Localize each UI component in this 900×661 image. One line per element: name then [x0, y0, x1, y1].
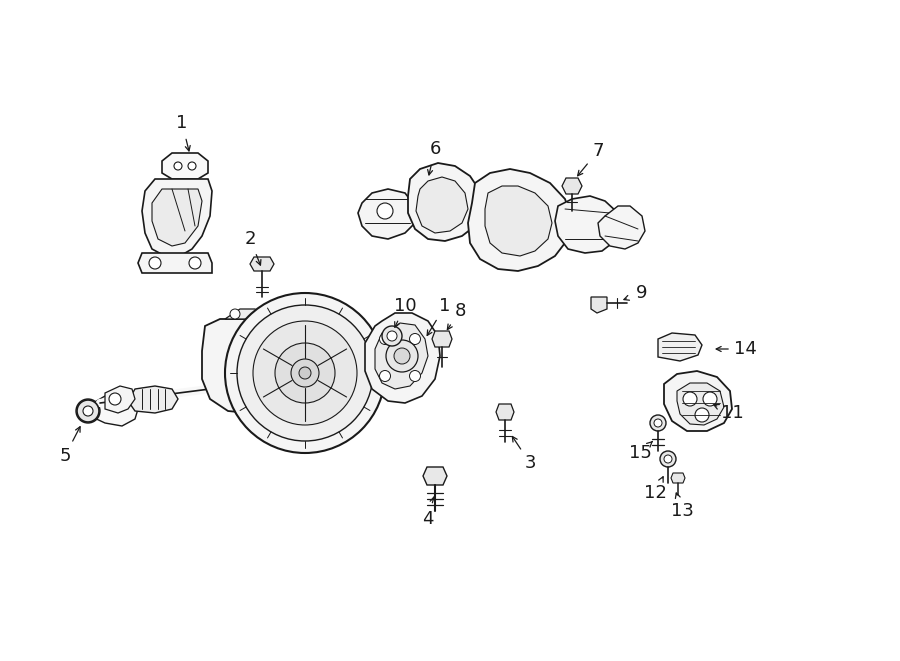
Circle shape — [82, 405, 94, 417]
Circle shape — [76, 399, 100, 423]
Text: 2: 2 — [244, 230, 256, 248]
Polygon shape — [664, 371, 732, 431]
Polygon shape — [138, 253, 212, 273]
Circle shape — [109, 393, 121, 405]
Circle shape — [83, 406, 93, 416]
Polygon shape — [562, 178, 582, 194]
Polygon shape — [142, 179, 212, 256]
Circle shape — [410, 334, 420, 344]
Polygon shape — [677, 383, 724, 425]
Polygon shape — [128, 386, 178, 413]
Text: 7: 7 — [592, 142, 604, 160]
Circle shape — [189, 257, 201, 269]
Polygon shape — [555, 196, 622, 253]
Polygon shape — [152, 189, 202, 246]
Circle shape — [230, 309, 240, 319]
Circle shape — [77, 400, 99, 422]
Polygon shape — [375, 323, 428, 389]
Polygon shape — [485, 186, 552, 256]
Circle shape — [149, 257, 161, 269]
Circle shape — [174, 162, 182, 170]
Polygon shape — [225, 309, 268, 319]
Circle shape — [654, 419, 662, 427]
Text: 5: 5 — [59, 447, 71, 465]
Polygon shape — [468, 169, 572, 271]
Polygon shape — [250, 257, 274, 271]
Polygon shape — [496, 404, 514, 420]
Text: 3: 3 — [524, 454, 536, 472]
Text: 12: 12 — [644, 484, 666, 502]
Polygon shape — [408, 163, 482, 241]
Polygon shape — [416, 177, 468, 233]
Circle shape — [695, 408, 709, 422]
Circle shape — [291, 359, 319, 387]
Text: 1: 1 — [439, 297, 451, 315]
Polygon shape — [162, 153, 208, 179]
Circle shape — [410, 371, 420, 381]
Circle shape — [650, 415, 666, 431]
Polygon shape — [423, 467, 447, 485]
Polygon shape — [88, 393, 138, 426]
Circle shape — [683, 392, 697, 406]
Circle shape — [275, 343, 335, 403]
Circle shape — [664, 455, 672, 463]
Circle shape — [382, 326, 402, 346]
Text: 11: 11 — [721, 404, 743, 422]
Circle shape — [188, 162, 196, 170]
Text: 8: 8 — [454, 302, 465, 320]
Polygon shape — [365, 313, 440, 403]
Polygon shape — [432, 331, 452, 347]
Polygon shape — [202, 319, 290, 413]
Circle shape — [703, 392, 717, 406]
Circle shape — [377, 203, 393, 219]
Circle shape — [255, 309, 265, 319]
Polygon shape — [658, 333, 702, 361]
Polygon shape — [105, 386, 135, 413]
Text: 6: 6 — [429, 140, 441, 158]
Text: 4: 4 — [422, 510, 434, 528]
Circle shape — [253, 321, 357, 425]
Text: 15: 15 — [628, 444, 652, 462]
Text: 13: 13 — [670, 502, 693, 520]
Text: 14: 14 — [734, 340, 756, 358]
Text: 10: 10 — [393, 297, 417, 315]
Circle shape — [380, 334, 391, 344]
Circle shape — [225, 293, 385, 453]
Text: 9: 9 — [636, 284, 648, 302]
Circle shape — [387, 331, 397, 341]
Polygon shape — [671, 473, 685, 483]
Text: 1: 1 — [176, 114, 188, 132]
Circle shape — [660, 451, 676, 467]
Polygon shape — [358, 189, 415, 239]
Circle shape — [386, 340, 418, 372]
Circle shape — [394, 348, 410, 364]
Circle shape — [237, 305, 373, 441]
Polygon shape — [598, 206, 645, 249]
Circle shape — [299, 367, 311, 379]
Polygon shape — [591, 297, 607, 313]
Circle shape — [380, 371, 391, 381]
